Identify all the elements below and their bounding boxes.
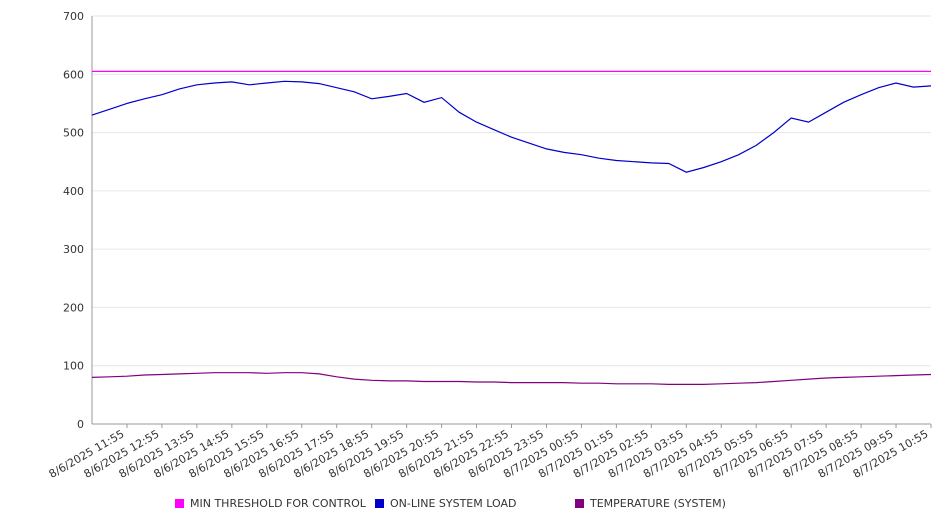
legend-item-temperature[interactable]: TEMPERATURE (SYSTEM): [575, 497, 726, 510]
legend: MIN THRESHOLD FOR CONTROL ON-LINE SYSTEM…: [0, 497, 946, 515]
y-tick-label: 200: [63, 301, 84, 314]
x-axis-ticks: 8/6/2025 11:558/6/2025 12:558/6/2025 13:…: [47, 424, 932, 481]
y-axis-ticks: 0 100 200 300 400 500 600 700: [63, 10, 84, 431]
legend-swatch-min-threshold: [175, 499, 184, 508]
series-line-temperature: [91, 372, 932, 385]
legend-label-system-load: ON-LINE SYSTEM LOAD: [390, 497, 517, 510]
y-tick-label: 300: [63, 243, 84, 256]
axes: [91, 16, 931, 425]
series-lines: [91, 70, 932, 385]
legend-swatch-system-load: [375, 499, 384, 508]
y-tick-label: 700: [63, 10, 84, 23]
series-line-system-load: [91, 80, 932, 173]
legend-label-min-threshold: MIN THRESHOLD FOR CONTROL: [190, 497, 366, 510]
y-tick-label: 500: [63, 127, 84, 140]
legend-item-system-load[interactable]: ON-LINE SYSTEM LOAD: [375, 497, 516, 510]
legend-label-temperature: TEMPERATURE (SYSTEM): [590, 497, 726, 510]
legend-swatch-temperature: [575, 499, 584, 508]
y-tick-label: 400: [63, 185, 84, 198]
gridlines: [92, 15, 931, 367]
legend-item-min-threshold[interactable]: MIN THRESHOLD FOR CONTROL: [175, 497, 366, 510]
y-tick-label: 100: [63, 360, 84, 373]
y-tick-label: 0: [77, 418, 84, 431]
y-tick-label: 600: [63, 68, 84, 81]
